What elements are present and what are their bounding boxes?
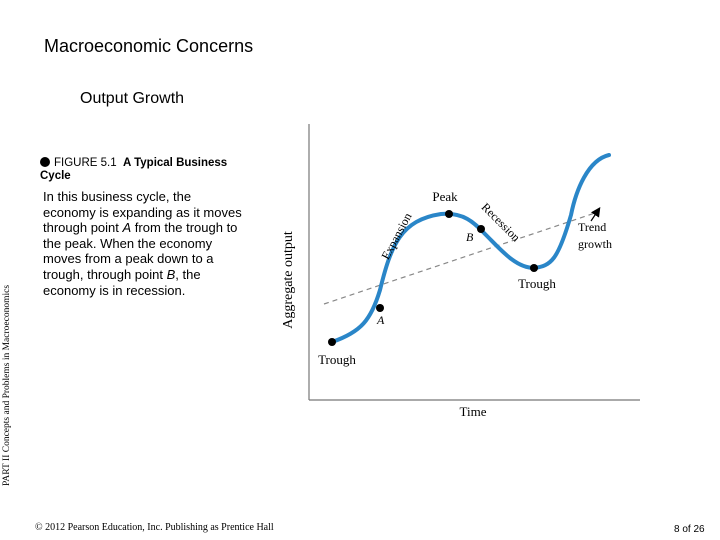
caption-point-a: A <box>122 220 132 236</box>
trough-left-dot <box>328 338 336 346</box>
figure-bullet-icon <box>40 157 50 167</box>
caption-point-b: B <box>166 266 176 282</box>
caption-text-3: , the economy is in recession. <box>43 266 201 298</box>
caption-text-2: from the trough to the peak. When the ec… <box>43 220 238 282</box>
part-side-label: PART II Concepts and Problems in Macroec… <box>2 284 12 486</box>
figure-heading: FIGURE 5.1 A Typical Business Cycle <box>40 157 250 183</box>
trend-arrow <box>590 207 601 222</box>
caption-text-1: In this business cycle, the economy is e… <box>43 189 242 236</box>
peak-label: Peak <box>432 189 458 204</box>
slide-title: Macroeconomic Concerns <box>44 36 254 56</box>
copyright-notice: © 2012 Pearson Education, Inc. Publishin… <box>35 522 274 533</box>
recession-label: Recession <box>479 200 523 244</box>
business-cycle-diagram: Aggregate output Time Peak Expansion Rec… <box>281 124 640 419</box>
figure-caption: In this business cycle, the economy is e… <box>43 189 243 298</box>
figure-title: A Typical Business Cycle <box>40 157 228 182</box>
trough-right-label: Trough <box>518 276 556 291</box>
trend-label-line1: Trend <box>578 220 606 234</box>
business-cycle-curve <box>330 153 611 344</box>
peak-dot <box>445 210 453 218</box>
page-number: 8 of 26 <box>674 524 705 535</box>
point-b-dot <box>477 225 485 233</box>
point-a-dot <box>376 304 384 312</box>
trough-left-label: Trough <box>318 352 356 367</box>
point-a-label: A <box>376 313 385 327</box>
trend-label-line2: growth <box>578 237 612 251</box>
trend-line <box>323 211 599 305</box>
x-axis-label: Time <box>460 404 487 419</box>
expansion-label: Expansion <box>378 210 414 261</box>
slide-subtitle: Output Growth <box>80 90 185 107</box>
figure-number: FIGURE 5.1 <box>54 157 117 169</box>
trough-right-dot <box>530 264 538 272</box>
y-axis-label: Aggregate output <box>281 231 296 329</box>
point-b-label: B <box>466 230 474 244</box>
